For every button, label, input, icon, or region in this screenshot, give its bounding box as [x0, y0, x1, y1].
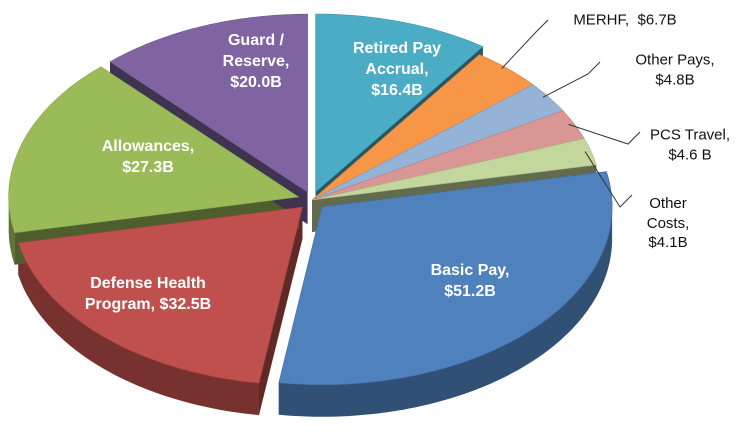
data-label: Other Costs, $4.1B [646, 194, 690, 251]
data-label: Retired Pay Accrual, $16.4B [352, 39, 442, 99]
data-label: Guard / Reserve, $20.0B [222, 31, 290, 91]
slice [311, 84, 564, 201]
leader-line [501, 19, 549, 69]
data-label: Other Pays, $4.8B [635, 51, 715, 89]
slice-side [259, 207, 303, 416]
slice-wall [18, 242, 259, 416]
slice [311, 138, 597, 201]
slice [8, 66, 300, 234]
slice-wall [278, 206, 613, 417]
slice [278, 171, 613, 385]
leader-line [568, 123, 641, 145]
slice-wall [8, 197, 15, 265]
slice [17, 206, 303, 384]
slice [109, 13, 308, 193]
data-label: Allowances, $27.3B [101, 138, 195, 176]
data-label: PCS Travel, $4.6 B [649, 126, 731, 164]
slice [311, 110, 585, 201]
data-label: Basic Pay, $51.2B [430, 262, 510, 300]
data-label: Defense Health Program, $32.5B [84, 275, 212, 313]
slice [311, 54, 534, 201]
leader-line [584, 151, 633, 208]
leader-line [542, 61, 601, 98]
slice-tops [8, 13, 613, 385]
data-label: MERHF, $6.7B [573, 11, 677, 29]
slice [315, 13, 484, 193]
